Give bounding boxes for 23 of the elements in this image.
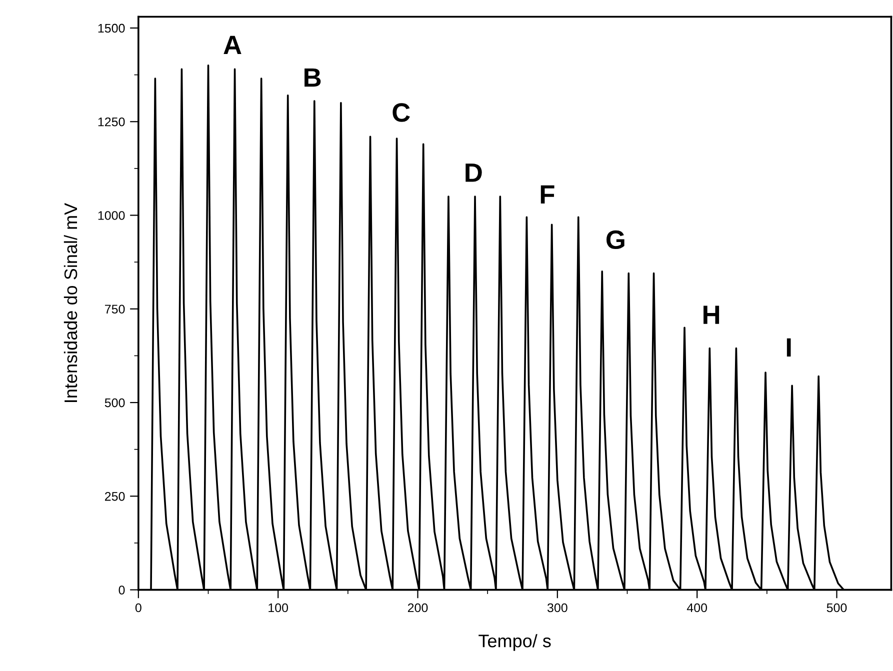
x-tick-label: 300 (547, 603, 568, 612)
y-tick-label: 500 (104, 398, 125, 408)
y-axis-title: Intensidade do Sinal/ mV (64, 202, 78, 402)
annotation: I (786, 338, 791, 357)
annotation: D (466, 164, 482, 182)
annotation: C (392, 103, 410, 122)
x-tick-label: 0 (135, 603, 142, 612)
x-tick-label: 100 (268, 603, 288, 612)
x-tick-label: 400 (686, 603, 708, 612)
y-tick-label: 750 (105, 304, 125, 314)
annotation: F (540, 185, 554, 204)
y-tick-label: 1000 (98, 211, 125, 220)
annotation: G (606, 230, 624, 250)
y-tick-label: 1500 (98, 24, 125, 33)
annotation: H (704, 306, 720, 324)
annotation: B (304, 68, 321, 87)
y-tick-label: 0 (118, 586, 125, 594)
x-tick-label: 200 (408, 603, 428, 612)
x-tick-label: 500 (826, 603, 847, 612)
x-axis-title: Tempo/ s (478, 634, 551, 651)
y-tick-label: 250 (104, 492, 125, 501)
y-tick-label: 1250 (98, 117, 125, 126)
annotation: A (224, 36, 242, 54)
